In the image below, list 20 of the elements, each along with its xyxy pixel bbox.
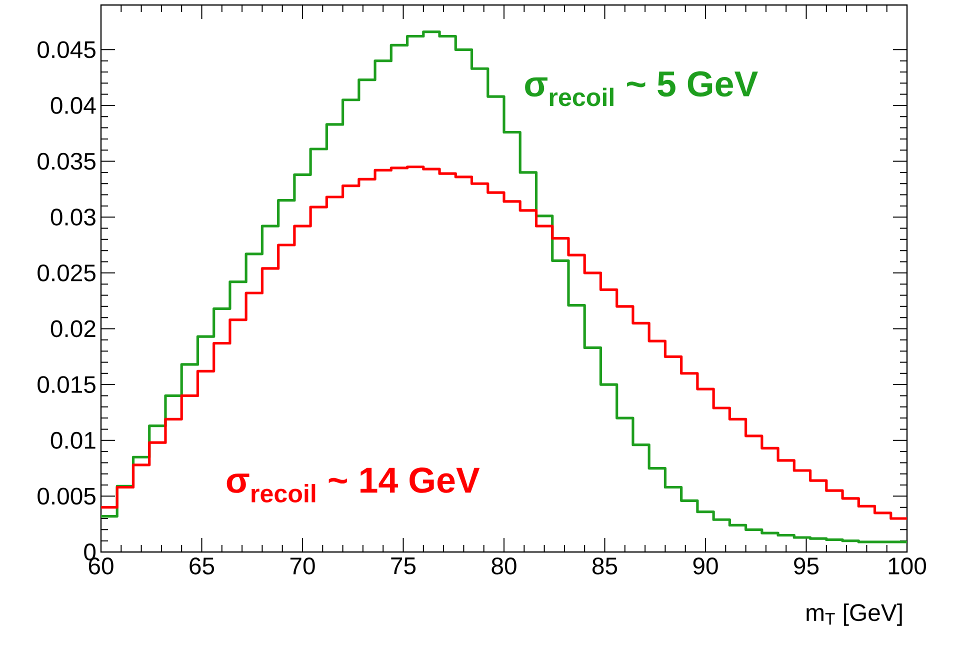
y-tick-label: 0.02 xyxy=(50,320,96,338)
y-tick-label: 0.015 xyxy=(38,376,96,394)
y-tick-label: 0.035 xyxy=(38,152,96,170)
y-tick-label: 0.045 xyxy=(38,41,96,58)
y-tick-label: 0.025 xyxy=(38,264,96,282)
series-label: σ$_{recoil}$ ~ 5 GeV xyxy=(525,71,758,106)
y-tick-label: 0.04 xyxy=(50,97,96,114)
x-tick-label: 95 xyxy=(794,558,819,574)
x-tick-label: 80 xyxy=(492,558,516,574)
x-axis-title: m$_{T}$ [GeV] xyxy=(806,604,902,626)
x-tick-label: 65 xyxy=(190,558,214,574)
x-tick-label: 75 xyxy=(391,558,416,574)
x-tick-label: 100 xyxy=(888,558,926,574)
x-tick-label: 90 xyxy=(693,558,718,574)
series-label: σ$_{recoil}$ ~ 14 GeV xyxy=(226,468,480,502)
x-tick-label: 85 xyxy=(592,558,618,574)
x-tick-label: 70 xyxy=(290,558,315,574)
y-tick-label: 0.03 xyxy=(50,208,96,226)
y-tick-label: 0.005 xyxy=(38,488,96,505)
y-tick-label: 0.01 xyxy=(50,432,96,449)
